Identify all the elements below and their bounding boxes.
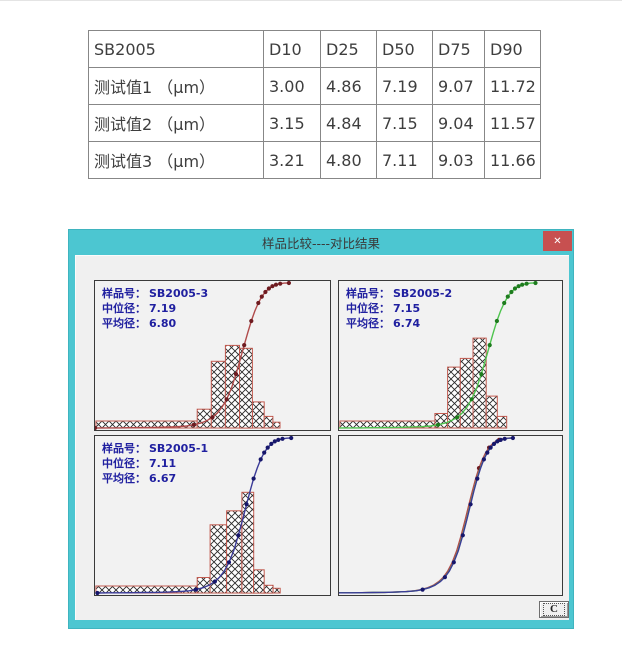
median-label: 中位径：: [346, 302, 390, 315]
sample-no-label: 样品号：: [346, 287, 390, 300]
sample-info: 样品号： SB2005-2 中位径： 7.15 平均径： 6.74: [346, 286, 452, 331]
cell-d25: 4.84: [320, 104, 377, 142]
cell-d50: 7.19: [376, 67, 433, 105]
table-header-d50: D50: [376, 30, 433, 68]
distribution-chart-sb2005-3: [95, 281, 291, 430]
table-header-d10: D10: [263, 30, 321, 68]
cell-d10: 3.00: [263, 67, 321, 105]
table-row: 测试值3 （μm） 3.21 4.80 7.11 9.03 11.66: [88, 141, 541, 179]
dialog-client-area: 样品号： SB2005-3 中位径： 7.19 平均径： 6.80 样品号： SB200…: [75, 255, 569, 620]
cell-d25: 4.86: [320, 67, 377, 105]
mean-label: 平均径：: [102, 472, 146, 485]
chart-panel-sb2005-1: 样品号： SB2005-1 中位径： 7.11 平均径： 6.67: [94, 435, 331, 596]
median-value: 7.11: [149, 457, 177, 470]
table-header-d75: D75: [432, 30, 485, 68]
chart-panel-overlay: [338, 435, 563, 596]
cell-d90: 11.72: [484, 67, 541, 105]
median-value: 7.19: [149, 302, 177, 315]
row-label: 测试值3 （μm）: [88, 141, 264, 179]
mean-value: 6.74: [393, 317, 421, 330]
cell-d50: 7.15: [376, 104, 433, 142]
sample-no-value: SB2005-1: [149, 442, 209, 455]
cell-d75: 9.03: [432, 141, 485, 179]
median-label: 中位径：: [102, 302, 146, 315]
median-value: 7.15: [393, 302, 421, 315]
cell-d25: 4.80: [320, 141, 377, 179]
table-header-d90: D90: [484, 30, 541, 68]
sample-no-label: 样品号：: [102, 287, 146, 300]
cell-d75: 9.07: [432, 67, 485, 105]
median-label: 中位径：: [102, 457, 146, 470]
confirm-c-button-label: C: [543, 603, 565, 616]
confirm-c-button[interactable]: C: [539, 601, 569, 618]
close-icon: ✕: [553, 235, 562, 247]
table-row: 测试值2 （μm） 3.15 4.84 7.15 9.04 11.57: [88, 104, 541, 142]
cell-d50: 7.11: [376, 141, 433, 179]
cell-d90: 11.66: [484, 141, 541, 179]
cell-d10: 3.15: [263, 104, 321, 142]
table-row: 测试值1 （μm） 3.00 4.86 7.19 9.07 11.72: [88, 67, 541, 105]
sample-no-label: 样品号：: [102, 442, 146, 455]
results-table: SB2005 D10 D25 D50 D75 D90 测试值1 （μm） 3.0…: [88, 30, 541, 179]
cell-d90: 11.57: [484, 104, 541, 142]
mean-value: 6.67: [149, 472, 177, 485]
dialog-titlebar[interactable]: 样品比较----对比结果: [69, 230, 573, 255]
chart-panel-sb2005-3: 样品号： SB2005-3 中位径： 7.19 平均径： 6.80: [94, 280, 331, 431]
table-header-row: SB2005 D10 D25 D50 D75 D90: [88, 30, 541, 68]
close-button[interactable]: ✕: [543, 231, 572, 251]
cell-d75: 9.04: [432, 104, 485, 142]
row-label: 测试值1 （μm）: [88, 67, 264, 105]
cell-d10: 3.21: [263, 141, 321, 179]
mean-label: 平均径：: [102, 317, 146, 330]
distribution-chart-sb2005-2: [339, 281, 538, 429]
sample-info: 样品号： SB2005-3 中位径： 7.19 平均径： 6.80: [102, 286, 208, 331]
row-label: 测试值2 （μm）: [88, 104, 264, 142]
distribution-chart-sb2005-1: [95, 436, 294, 595]
table-header-sample: SB2005: [88, 30, 264, 68]
mean-label: 平均径：: [346, 317, 390, 330]
mean-value: 6.80: [149, 317, 177, 330]
dialog-title: 样品比较----对比结果: [261, 236, 381, 251]
sample-info: 样品号： SB2005-1 中位径： 7.11 平均径： 6.67: [102, 441, 208, 486]
chart-panel-sb2005-2: 样品号： SB2005-2 中位径： 7.15 平均径： 6.74: [338, 280, 563, 431]
distribution-chart-overlay: [339, 436, 515, 594]
sample-no-value: SB2005-2: [393, 287, 453, 300]
comparison-dialog: 样品比较----对比结果 ✕ 样品号： SB2005-3 中位径： 7.19 平均径…: [68, 229, 574, 629]
table-header-d25: D25: [320, 30, 377, 68]
sample-no-value: SB2005-3: [149, 287, 209, 300]
